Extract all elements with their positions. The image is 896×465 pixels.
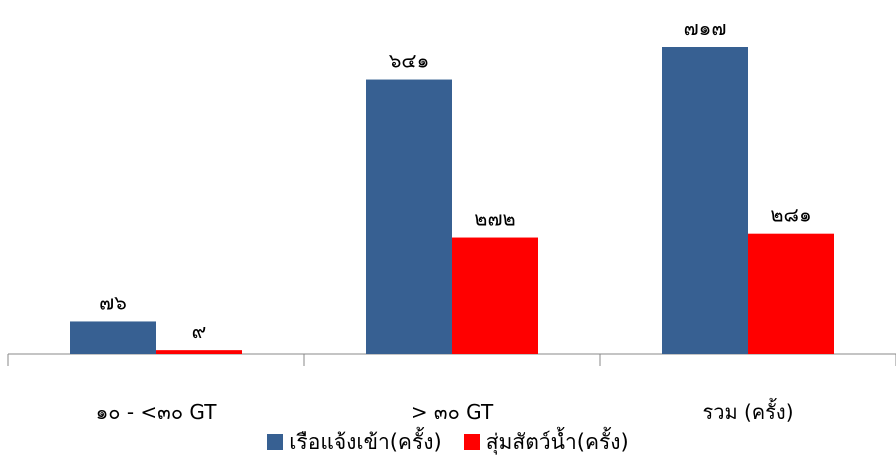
- data-label: ๖๔๑: [389, 49, 430, 73]
- x-tick-label: ๑๐ - <๓๐ GT: [96, 400, 218, 424]
- data-label: ๗๑๗: [684, 16, 727, 40]
- data-label: ๒๘๑: [770, 203, 811, 227]
- data-label: ๗๖: [99, 290, 127, 314]
- bar-1-1: [70, 321, 156, 354]
- legend-label-series-2: สุ่มสัตว์น้ำ(ครั้ง): [485, 429, 629, 454]
- x-tick-label: > ๓๐ GT: [411, 400, 494, 424]
- data-label: ๒๗๒: [474, 207, 515, 231]
- legend: เรือแจ้งเข้า(ครั้ง) สุ่มสัตว์น้ำ(ครั้ง): [0, 424, 896, 460]
- legend-swatch-series-1: [267, 434, 284, 450]
- bar-1-3: [662, 47, 748, 354]
- legend-item-series-1[interactable]: เรือแจ้งเข้า(ครั้ง): [267, 426, 442, 459]
- data-label: ๙: [192, 319, 207, 343]
- x-tick-label: รวม (ครั้ง): [702, 398, 793, 424]
- bar-2-1: [156, 350, 242, 354]
- bar-1-2: [366, 79, 452, 355]
- legend-swatch-series-2: [463, 434, 480, 450]
- bar-2-3: [748, 233, 834, 354]
- bar-2-2: [452, 237, 538, 354]
- legend-label-series-1: เรือแจ้งเข้า(ครั้ง): [289, 429, 442, 454]
- legend-item-series-2[interactable]: สุ่มสัตว์น้ำ(ครั้ง): [463, 426, 629, 459]
